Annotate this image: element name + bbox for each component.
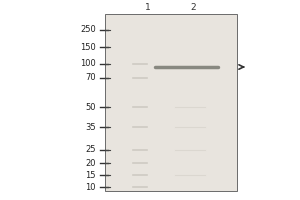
Text: 150: 150 xyxy=(80,43,96,51)
Text: 250: 250 xyxy=(80,25,96,34)
Text: 50: 50 xyxy=(85,102,96,112)
Text: 10: 10 xyxy=(85,182,96,192)
Bar xyxy=(105,14,237,191)
Text: 15: 15 xyxy=(85,170,96,180)
Text: 2: 2 xyxy=(190,3,196,12)
Text: 25: 25 xyxy=(85,146,96,154)
Text: 20: 20 xyxy=(85,158,96,168)
Text: 70: 70 xyxy=(85,73,96,82)
Text: 100: 100 xyxy=(80,60,96,68)
Text: 35: 35 xyxy=(85,122,96,132)
Text: 1: 1 xyxy=(145,3,151,12)
